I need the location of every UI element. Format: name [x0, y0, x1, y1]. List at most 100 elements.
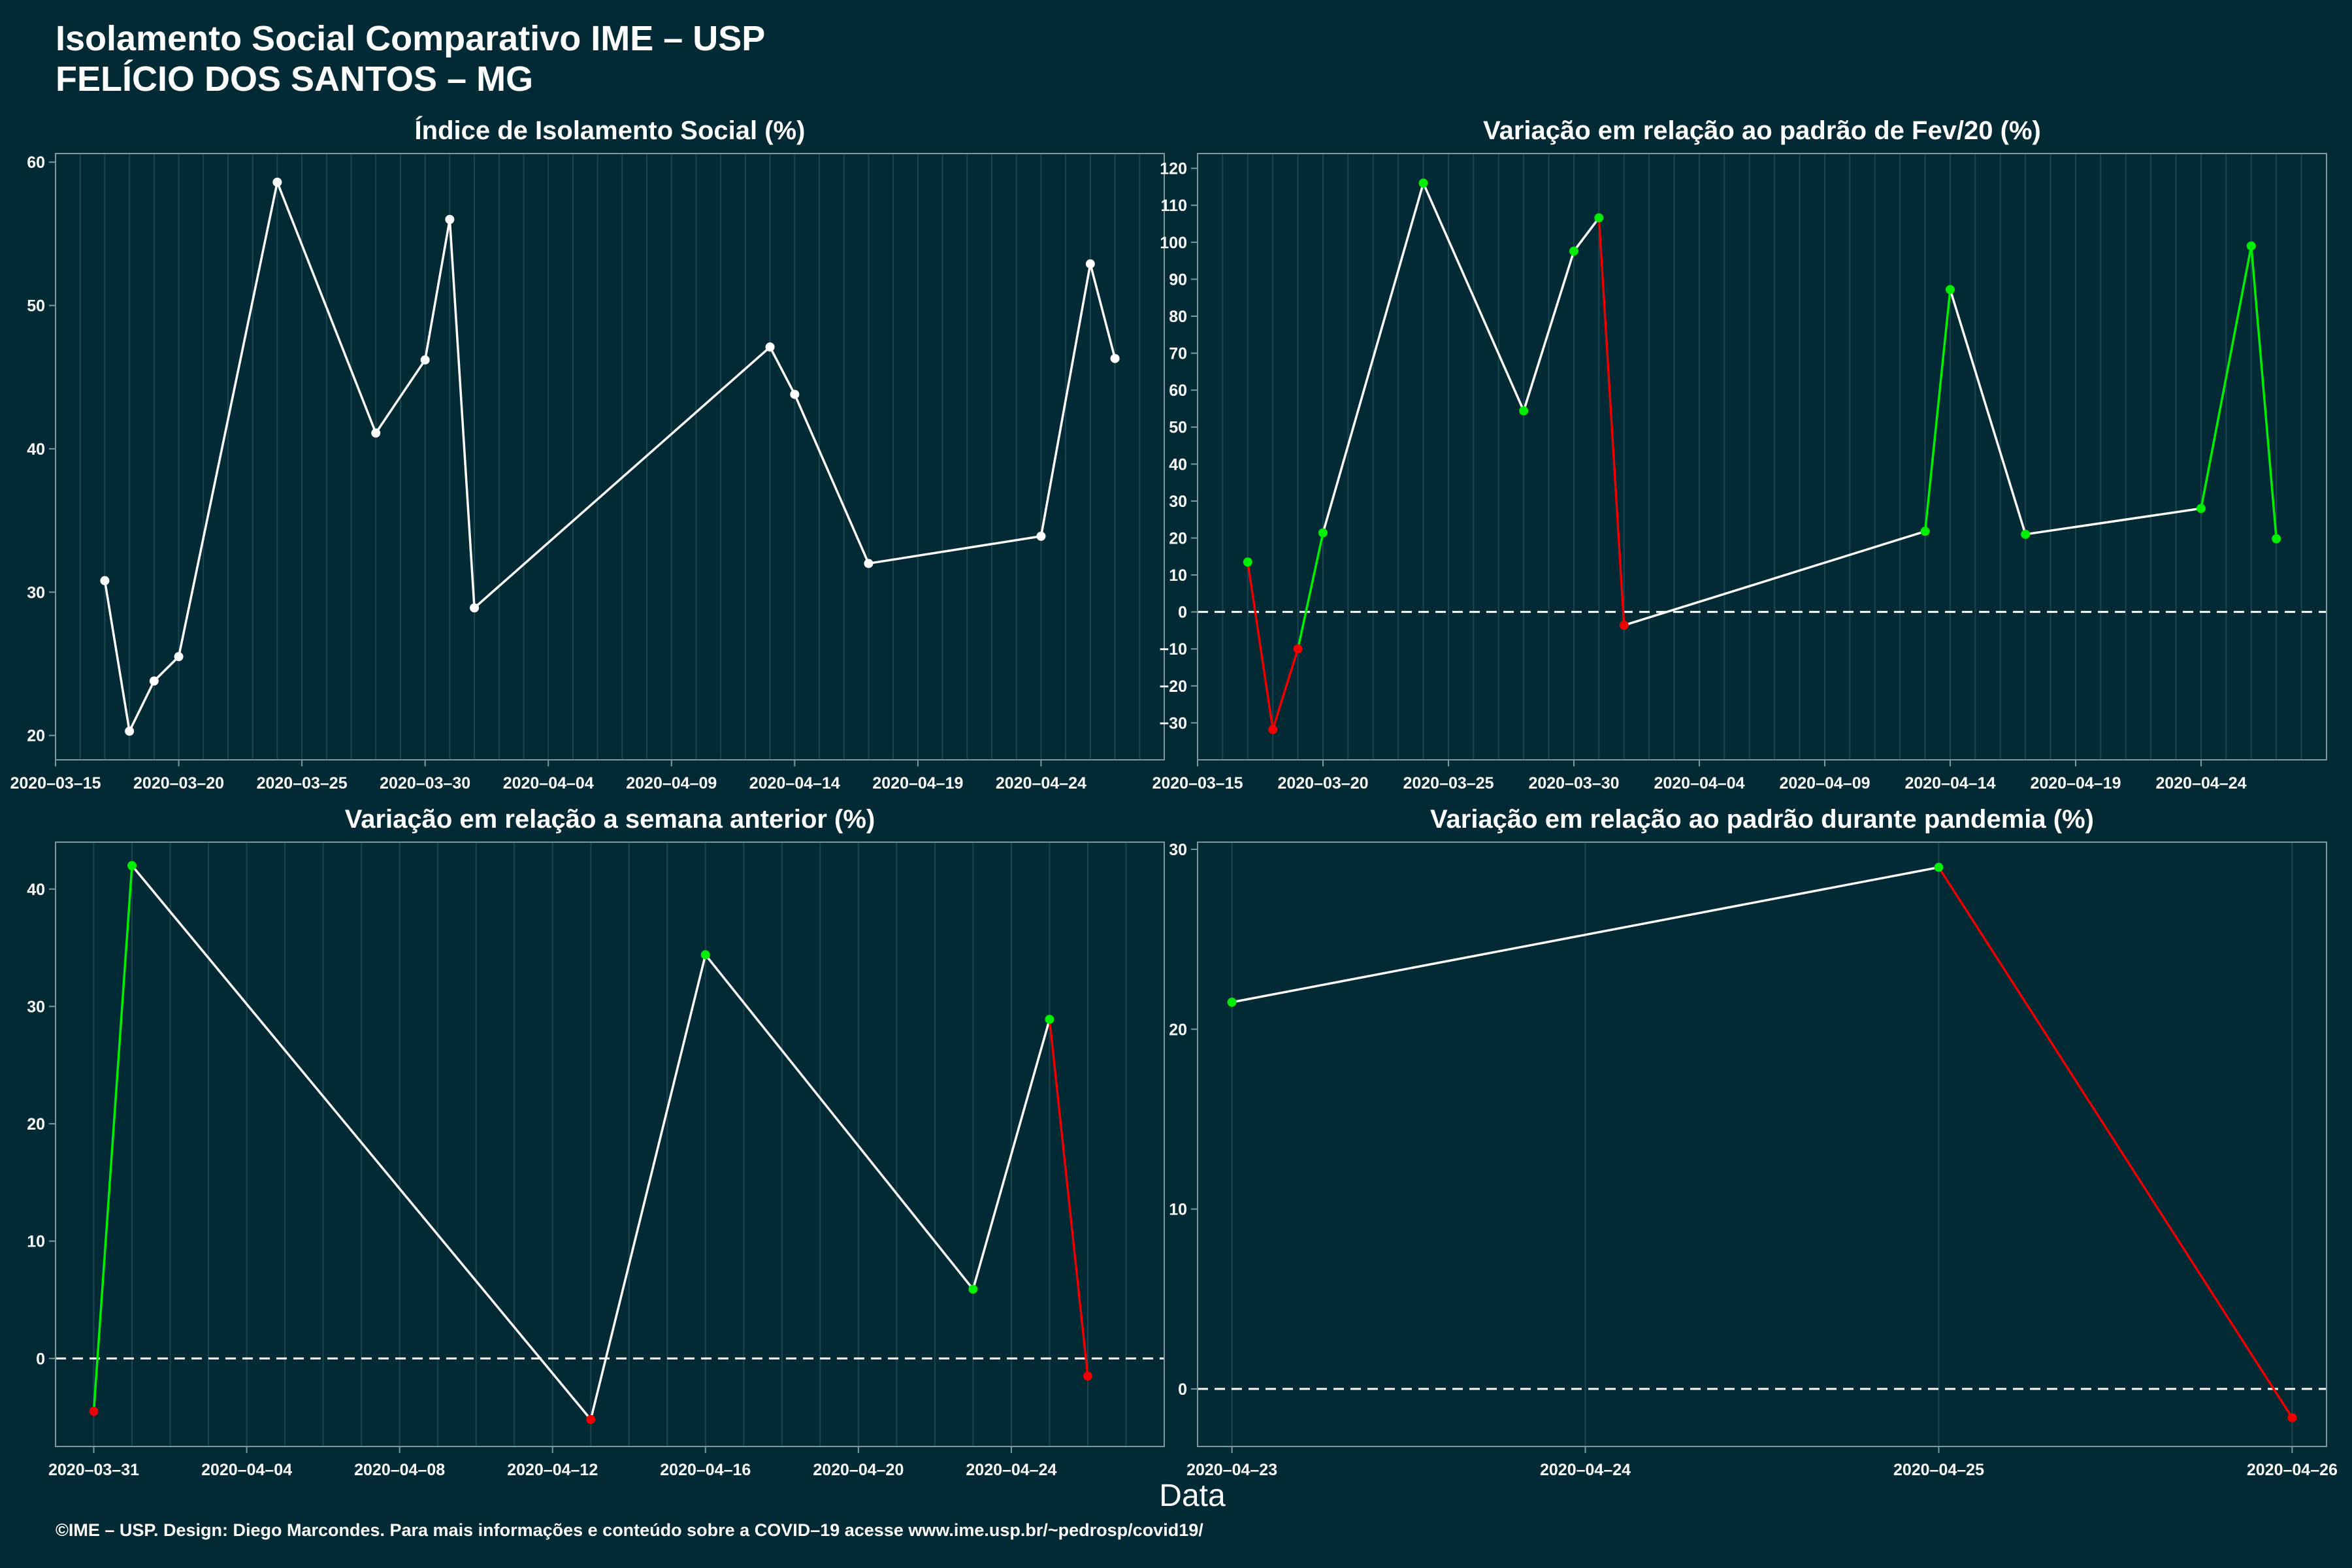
data-point	[149, 676, 159, 686]
y-tick-label: 40	[1169, 455, 1187, 474]
series-points	[1243, 178, 2281, 734]
y-tick-label: 60	[27, 154, 45, 172]
line-segment	[1949, 288, 2027, 536]
x-tick-label: 2020–03–25	[257, 774, 348, 792]
line-segment	[2200, 244, 2253, 510]
data-point	[1045, 1015, 1054, 1024]
footer-credit: ©IME – USP. Design: Diego Marcondes. Par…	[56, 1520, 1203, 1540]
x-tick-label: 2020–04–20	[813, 1461, 904, 1479]
data-point	[371, 428, 381, 438]
line-segment	[1089, 263, 1117, 360]
data-point	[2246, 241, 2256, 251]
line-segment	[1937, 866, 2294, 1419]
line-segment	[1039, 263, 1092, 538]
line-segment	[589, 953, 707, 1421]
line-segment	[2250, 244, 2278, 540]
y-tick-label: 80	[1169, 308, 1187, 326]
x-tick-label: 2020–04–23	[1186, 1461, 1277, 1479]
line-segment	[276, 181, 377, 434]
y-tick-label: 90	[1169, 270, 1187, 289]
series-points	[89, 860, 1092, 1424]
data-point	[586, 1414, 596, 1424]
x-tick-label: 2020–04–24	[996, 774, 1086, 792]
line-segment	[92, 864, 133, 1413]
main-title: Isolamento Social Comparativo IME – USP …	[56, 18, 765, 99]
y-tick-label: 0	[36, 1350, 45, 1368]
y-tick-label: 100	[1160, 234, 1187, 252]
x-tick-label: 2020–03–31	[48, 1461, 139, 1479]
data-point	[790, 389, 800, 399]
data-point	[127, 860, 137, 870]
gridlines	[1197, 154, 2327, 760]
data-point	[1920, 527, 1930, 536]
panel-border	[1197, 841, 2327, 1447]
data-point	[1519, 406, 1529, 416]
line-segment	[103, 580, 131, 732]
line-segment	[1271, 647, 1299, 731]
data-point	[1594, 213, 1604, 223]
y-tick-label: 0	[1178, 604, 1187, 622]
data-point	[864, 559, 874, 568]
x-tick-label: 2020–03–25	[1403, 774, 1494, 792]
data-point	[1569, 246, 1578, 256]
data-point	[1243, 557, 1252, 567]
line-segment	[423, 218, 451, 361]
gridlines	[55, 154, 1165, 760]
y-tick-label: 40	[27, 881, 45, 899]
data-point	[2272, 534, 2281, 544]
y-tick-label: 10	[1169, 1201, 1187, 1219]
data-point	[125, 727, 135, 736]
main-title-line2: FELÍCIO DOS SANTOS – MG	[56, 59, 534, 99]
data-point	[1418, 178, 1428, 188]
y-tick-label: 110	[1161, 197, 1187, 215]
panel-variation-feb20: Variação em relação ao padrão de Fev/20 …	[1152, 116, 2327, 792]
x-tick-label: 2020–03–15	[1152, 774, 1243, 792]
line-segment	[1522, 250, 1575, 412]
panel-isolation-index: Índice de Isolamento Social (%) 2020–03–1…	[10, 116, 1165, 792]
gridlines	[55, 842, 1165, 1446]
line-segment	[131, 864, 592, 1421]
line-segment	[448, 218, 476, 610]
x-tick-label: 2020–04–08	[354, 1461, 445, 1479]
x-tick-label: 2020–04–25	[1893, 1461, 1984, 1479]
panel-border	[55, 153, 1165, 760]
x-tick-label: 2020–04–19	[2030, 774, 2121, 792]
y-tick-label: 50	[1169, 419, 1187, 437]
line-segment	[2024, 507, 2202, 536]
line-segment	[153, 655, 180, 683]
y-tick-label: 70	[1169, 345, 1187, 363]
data-point	[89, 1407, 99, 1416]
x-tick-label: 2020–04–04	[201, 1461, 292, 1479]
x-tick-label: 2020–04–12	[507, 1461, 598, 1479]
x-tick-label: 2020–04–04	[1654, 774, 1744, 792]
x-tick-label: 2020–04–19	[872, 774, 963, 792]
x-tick-label: 2020–04–09	[626, 774, 717, 792]
y-tick-label: 20	[1169, 1021, 1187, 1039]
data-point	[445, 214, 455, 224]
y-tick-label: −30	[1160, 714, 1187, 732]
data-point	[1268, 725, 1278, 734]
panel-border	[55, 841, 1165, 1447]
line-segment	[1623, 530, 1927, 627]
series-line	[103, 181, 1117, 732]
data-point	[2197, 504, 2206, 514]
y-tick-label: 10	[1169, 566, 1187, 585]
line-segment	[473, 346, 772, 610]
y-tick-label: 50	[27, 297, 45, 316]
data-point	[1085, 259, 1095, 269]
y-tick-label: 40	[27, 440, 45, 459]
panel-variation-previous-week: Variação em relação a semana anterior (%…	[27, 805, 1165, 1479]
x-tick-label: 2020–04–24	[2155, 774, 2246, 792]
x-tick-label: 2020–04–26	[2247, 1461, 2338, 1479]
x-tick-label: 2020–04–24	[966, 1461, 1056, 1479]
y-tick-label: −10	[1160, 640, 1187, 659]
line-segment	[704, 953, 975, 1291]
data-point	[1934, 862, 1944, 872]
data-point	[1619, 621, 1629, 630]
data-point	[1946, 285, 1955, 295]
y-tick-label: 30	[27, 583, 45, 602]
line-segment	[1573, 216, 1601, 253]
series-points	[100, 177, 1120, 736]
x-tick-label: 2020–03–20	[133, 774, 224, 792]
